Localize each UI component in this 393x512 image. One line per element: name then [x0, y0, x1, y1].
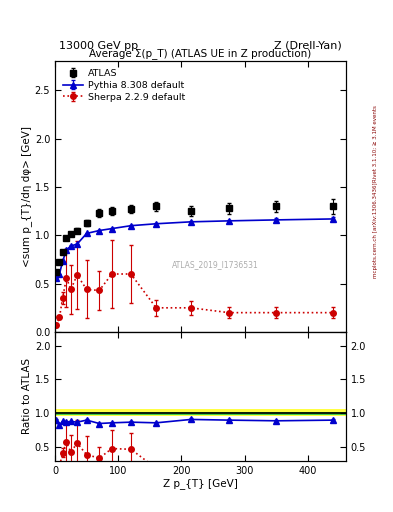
Bar — [55, 412, 346, 415]
Text: mcplots.cern.ch [arXiv:1306.3436]: mcplots.cern.ch [arXiv:1306.3436] — [373, 183, 378, 278]
Bar — [55, 409, 346, 416]
Text: 13000 GeV pp: 13000 GeV pp — [59, 40, 138, 51]
Text: ATLAS_2019_I1736531: ATLAS_2019_I1736531 — [172, 260, 258, 269]
Y-axis label: Ratio to ATLAS: Ratio to ATLAS — [22, 358, 32, 435]
Text: Z (Drell-Yan): Z (Drell-Yan) — [274, 40, 342, 51]
Title: Average Σ(p_T) (ATLAS UE in Z production): Average Σ(p_T) (ATLAS UE in Z production… — [89, 48, 312, 59]
Legend: ATLAS, Pythia 8.308 default, Sherpa 2.2.9 default: ATLAS, Pythia 8.308 default, Sherpa 2.2.… — [59, 65, 189, 105]
Text: Rivet 3.1.10; ≥ 3.1M events: Rivet 3.1.10; ≥ 3.1M events — [373, 105, 378, 182]
X-axis label: Z p_{T} [GeV]: Z p_{T} [GeV] — [163, 478, 238, 489]
Y-axis label: <sum p_{T}/dη dφ> [GeV]: <sum p_{T}/dη dφ> [GeV] — [21, 126, 32, 267]
